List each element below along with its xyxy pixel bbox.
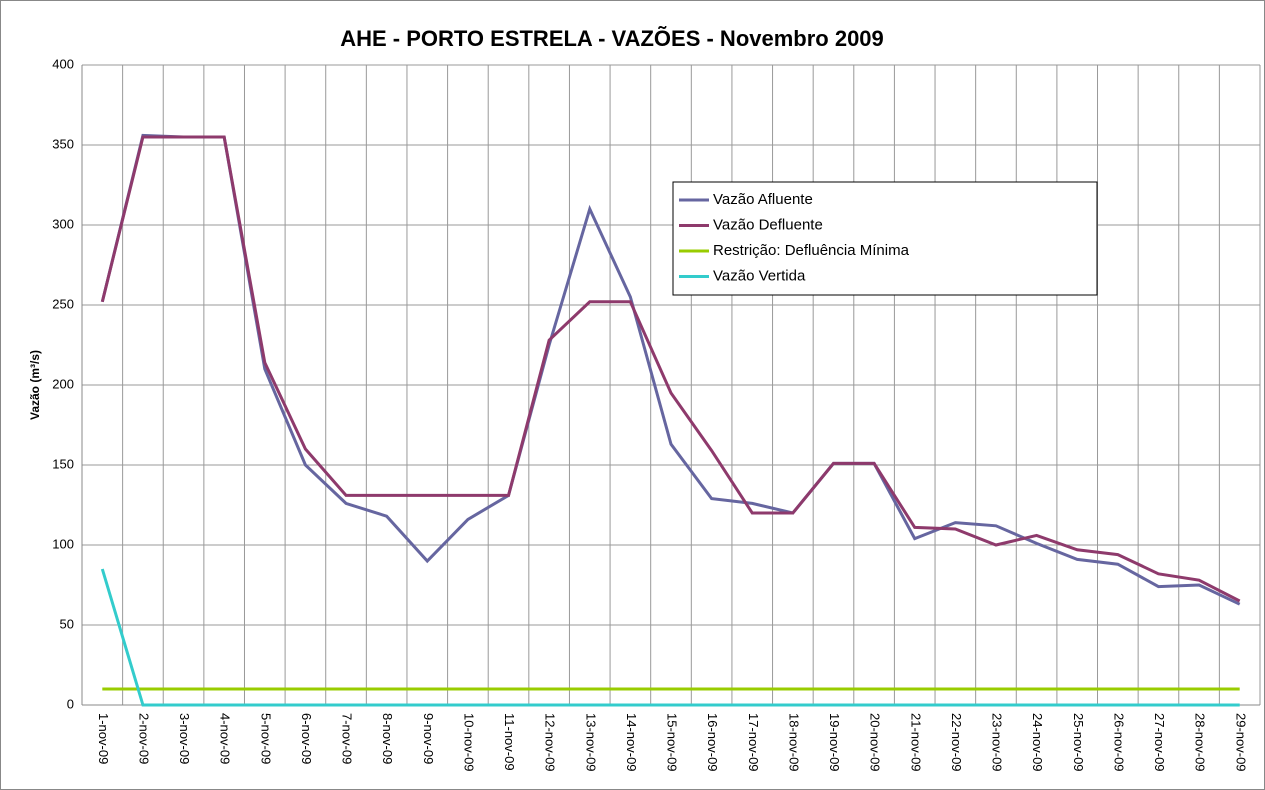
legend-label: Vazão Afluente — [713, 191, 813, 208]
x-tick-label: 8-nov-09 — [380, 713, 395, 764]
x-tick-label: 7-nov-09 — [340, 713, 355, 764]
x-tick-label: 1-nov-09 — [96, 713, 111, 764]
x-tick-label: 14-nov-09 — [624, 713, 639, 772]
x-tick-label: 21-nov-09 — [908, 713, 923, 772]
x-tick-label: 2-nov-09 — [136, 713, 151, 764]
x-tick-label: 17-nov-09 — [746, 713, 761, 772]
x-tick-label: 16-nov-09 — [705, 713, 720, 772]
x-tick-label: 6-nov-09 — [299, 713, 314, 764]
x-tick-label: 9-nov-09 — [421, 713, 436, 764]
x-tick-label: 13-nov-09 — [583, 713, 598, 772]
legend-label: Vazão Defluente — [713, 216, 823, 233]
chart-title: AHE - PORTO ESTRELA - VAZÕES - Novembro … — [340, 26, 884, 51]
y-tick-label: 0 — [67, 696, 74, 711]
y-tick-label: 350 — [52, 136, 74, 151]
series-line — [100, 135, 1241, 603]
x-tick-label: 5-nov-09 — [258, 713, 273, 764]
x-tick-label: 12-nov-09 — [543, 713, 558, 772]
x-tick-label: 3-nov-09 — [177, 713, 192, 764]
y-tick-label: 50 — [60, 616, 74, 631]
y-tick-label: 250 — [52, 296, 74, 311]
x-tick-label: 27-nov-09 — [1152, 713, 1167, 772]
legend-label: Vazão Vertida — [713, 267, 806, 284]
x-tick-label: 18-nov-09 — [786, 713, 801, 772]
x-tick-label: 11-nov-09 — [502, 713, 517, 771]
x-tick-label: 20-nov-09 — [868, 713, 883, 772]
y-tick-label: 100 — [52, 536, 74, 551]
x-tick-label: 22-nov-09 — [949, 713, 964, 772]
legend-box — [672, 181, 1098, 296]
y-axis-label: Vazão (m³/s) — [28, 350, 42, 420]
x-tick-label: 4-nov-09 — [218, 713, 233, 764]
x-tick-label: 19-nov-09 — [827, 713, 842, 772]
series-line — [100, 133, 1241, 606]
y-tick-label: 200 — [52, 376, 74, 391]
series-line — [100, 568, 1240, 707]
x-tick-label: 28-nov-09 — [1193, 713, 1208, 772]
x-tick-label: 29-nov-09 — [1233, 713, 1248, 772]
y-tick-label: 150 — [52, 456, 74, 471]
x-tick-label: 25-nov-09 — [1071, 713, 1086, 772]
legend-label: Restrição: Defluência Mínima — [713, 242, 910, 259]
x-tick-label: 15-nov-09 — [665, 713, 680, 772]
x-tick-label: 24-nov-09 — [1030, 713, 1045, 772]
x-tick-label: 10-nov-09 — [461, 713, 476, 772]
x-tick-label: 23-nov-09 — [990, 713, 1005, 772]
x-tick-label: 26-nov-09 — [1111, 713, 1126, 772]
y-tick-label: 400 — [52, 56, 74, 71]
y-tick-label: 300 — [52, 216, 74, 231]
